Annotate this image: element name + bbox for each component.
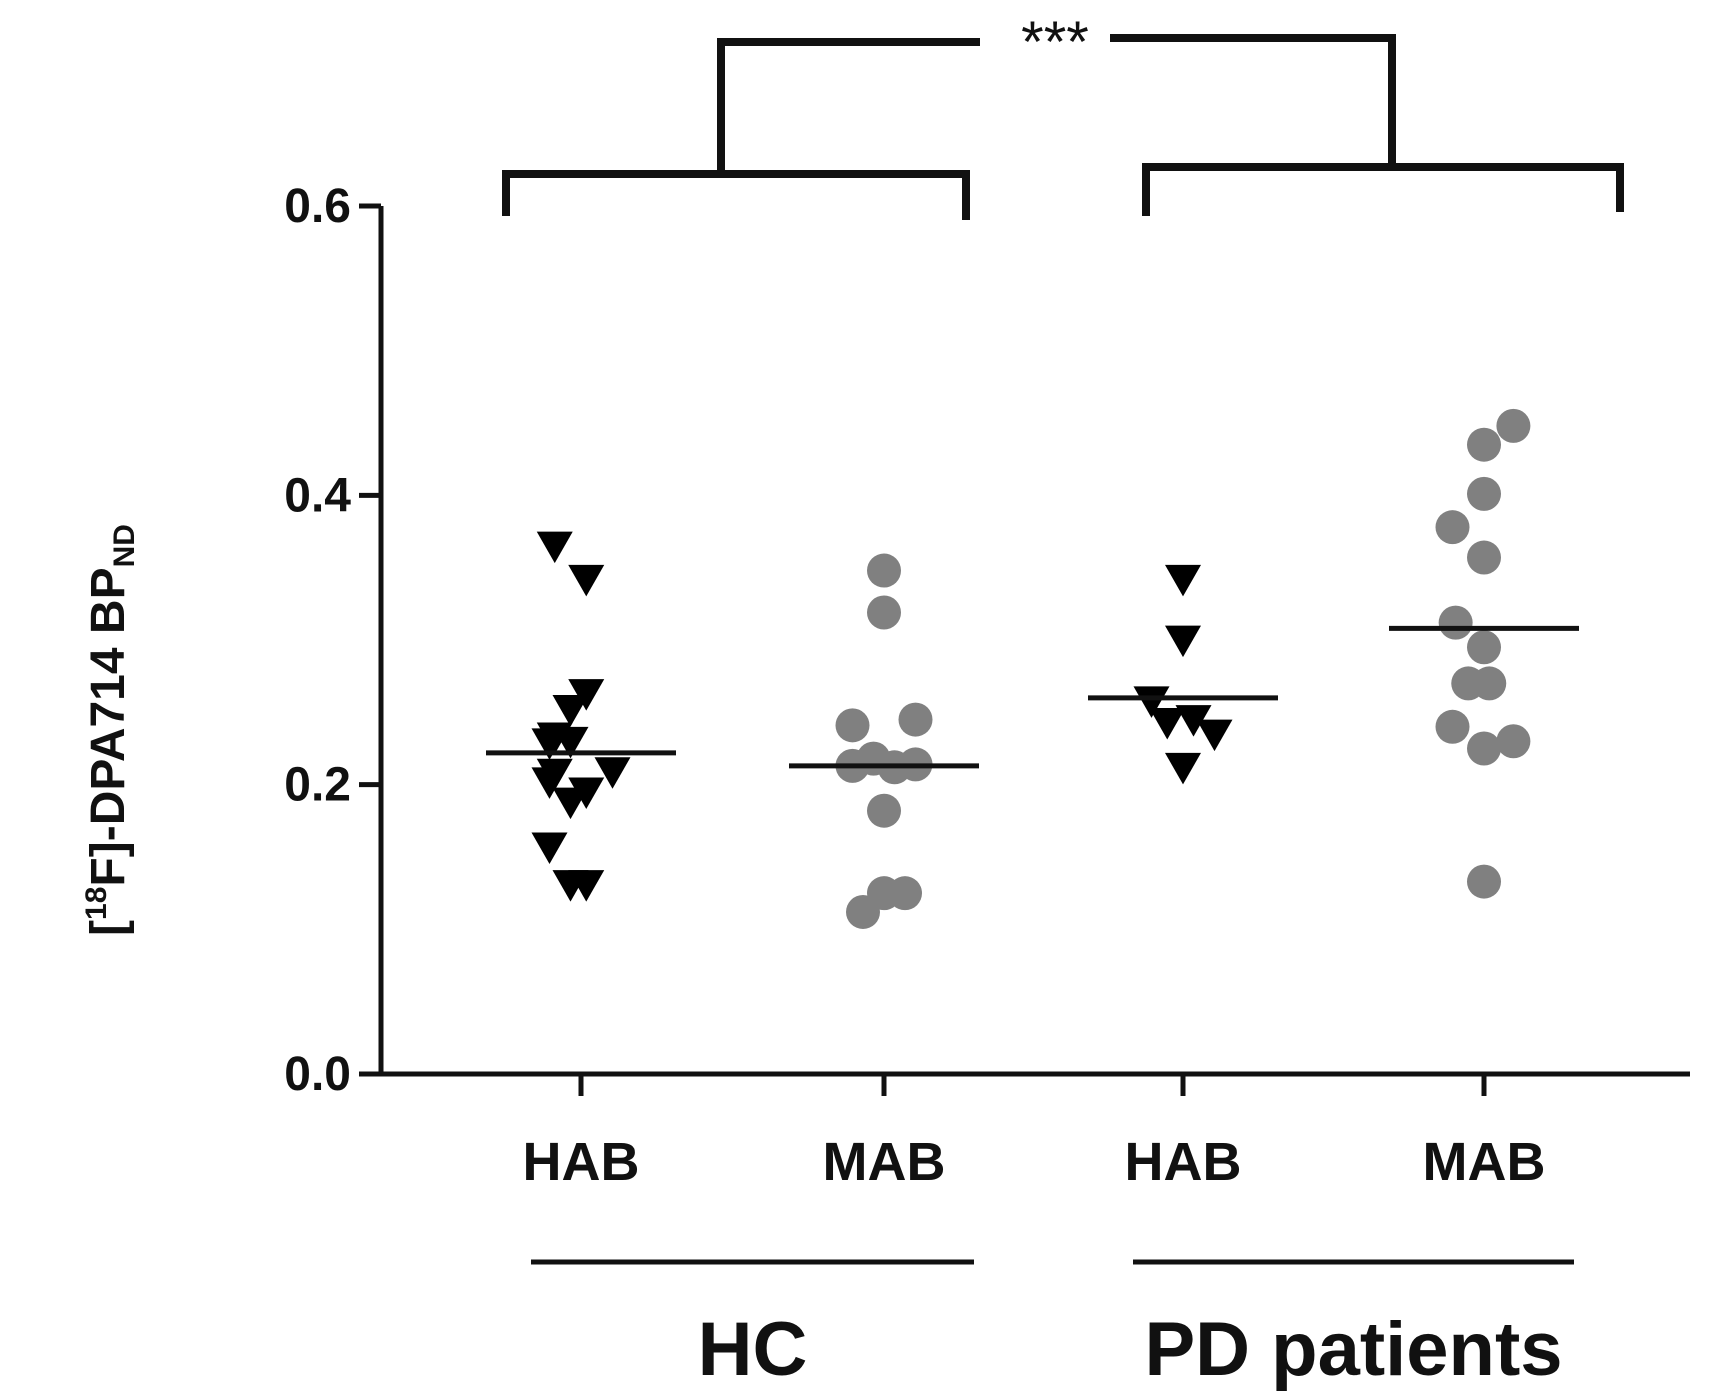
data-point-triangle [1165,752,1201,785]
data-point-circle [1467,540,1501,575]
data-point-circle [1467,427,1501,462]
data-point-circle [1467,731,1501,766]
x-tick-label: HAB [1125,1132,1242,1192]
y-axis-label-subscript: ND [108,524,141,567]
data-point-triangle [531,767,568,799]
y-tick-label: 0.6 [284,180,351,233]
y-tick-label: 0.2 [284,759,351,812]
data-point-circle [1435,709,1470,744]
data-point-circle [1435,510,1470,545]
data-point-circle [835,708,870,743]
data-point-triangle [568,564,605,597]
data-point-triangle [568,777,605,809]
data-point-triangle [1175,705,1212,737]
data-point-triangle [1165,625,1201,658]
data-point-circle [1438,605,1473,640]
data-point-triangle [594,757,631,789]
data-point-triangle [1149,708,1186,740]
x-tick-label: MAB [823,1132,946,1192]
data-point-circle [1472,666,1507,701]
data-point-triangle [552,726,589,759]
data-point-circle [867,553,901,588]
x-tick-label: MAB [1423,1132,1546,1192]
y-axis-label-bracket: [ [82,920,135,936]
data-point-circle [1496,724,1531,759]
significance-label: *** [1021,10,1089,75]
y-tick-labels: 0.0 0.2 0.4 0.6 [284,180,351,1101]
data-point-triangle [568,870,605,902]
y-axis-label: [18F]-DPA714 BPND [80,524,141,936]
x-tick-labels: HAB MAB HAB MAB [523,1132,1546,1192]
significance-brackets: *** [502,10,1624,220]
svg-text:[18F]-DPA714 BPND: [18F]-DPA714 BPND [80,524,141,936]
axes [359,203,1690,1096]
x-tick-label: HAB [523,1132,640,1192]
y-tick-label: 0.0 [284,1048,351,1101]
y-axis-label-main: F]-DPA714 BP [82,567,135,886]
data-point-circle [1496,408,1531,443]
data-point-triangle [1133,686,1170,718]
y-tick-label: 0.4 [284,469,351,522]
data-point-triangle [1165,564,1201,597]
data-point-circle [898,702,933,737]
group-label: PD patients [1144,1307,1562,1392]
y-axis-label-superscript: 18 [80,887,113,920]
data-point-circle [888,876,922,911]
median-lines [486,625,1579,769]
data-points [531,408,1531,929]
data-point-triangle [552,695,589,727]
group-labels: HC PD patients [531,1259,1574,1392]
pd-bracket [1142,163,1624,216]
data-point-triangle [568,679,605,711]
data-point-circle [867,793,901,828]
group-label: HC [698,1307,808,1392]
data-point-circle [867,595,901,630]
data-point-circle [1467,864,1501,899]
top-bracket-right [1110,34,1396,167]
data-point-circle [1467,630,1501,665]
data-point-triangle [552,787,589,820]
data-point-triangle [1196,719,1233,752]
data-point-circle [1467,476,1501,511]
hc-bracket [502,170,970,220]
top-bracket-left [717,38,980,174]
data-point-triangle [531,832,568,864]
data-point-triangle [536,531,573,564]
